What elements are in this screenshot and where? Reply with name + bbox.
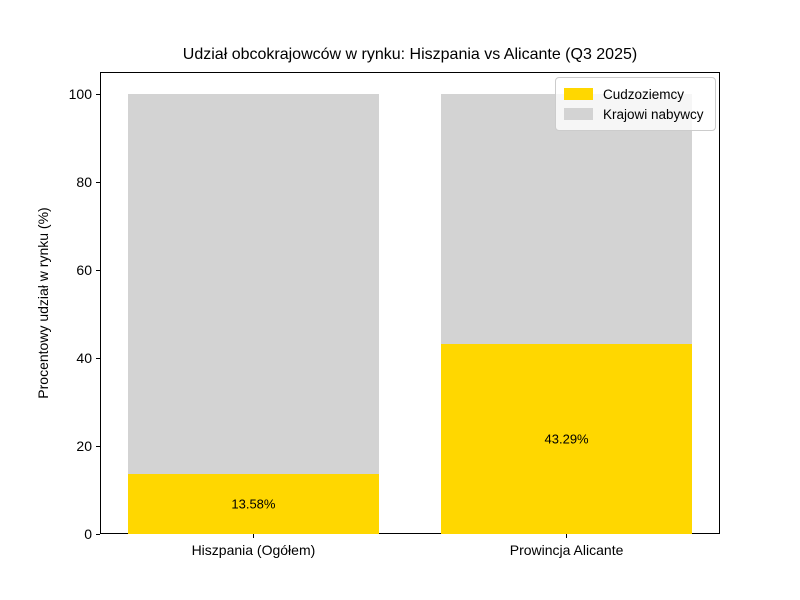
bar-segment-domestic	[128, 94, 379, 475]
y-tick-mark	[96, 269, 100, 271]
legend-label: Krajowi nabywcy	[603, 106, 704, 122]
legend-swatch-icon	[564, 108, 593, 120]
legend-item: Cudzoziemcy	[564, 84, 707, 104]
y-tick-mark	[96, 181, 100, 183]
y-tick-label: 100	[68, 86, 92, 102]
legend: Cudzoziemcy Krajowi nabywcy	[555, 77, 716, 131]
y-tick-mark	[96, 445, 100, 447]
bar-segment-foreign	[128, 474, 379, 534]
y-tick-label: 80	[76, 174, 92, 190]
y-tick-label: 40	[76, 350, 92, 366]
bar-segment-domestic	[441, 94, 692, 344]
bar-value-label: 43.29%	[544, 431, 589, 447]
bar-segment-foreign	[441, 343, 692, 534]
x-tick-mark	[252, 534, 254, 538]
y-axis-label: Procentowy udział w rynku (%)	[35, 207, 51, 399]
legend-label: Cudzoziemcy	[603, 86, 685, 102]
x-tick-mark	[566, 534, 568, 538]
y-tick-label: 20	[76, 438, 92, 454]
legend-item: Krajowi nabywcy	[564, 104, 707, 124]
y-tick-mark	[96, 533, 100, 535]
chart-title: Udział obcokrajowców w rynku: Hiszpania …	[182, 46, 638, 63]
y-tick-label: 60	[76, 262, 92, 278]
x-tick-label: Hiszpania (Ogółem)	[191, 542, 316, 558]
legend-swatch-icon	[564, 88, 593, 100]
y-tick-mark	[96, 93, 100, 95]
y-tick-mark	[96, 357, 100, 359]
y-tick-label: 0	[84, 526, 92, 542]
x-tick-label: Prowincja Alicante	[509, 542, 624, 558]
bar-value-label: 13.58%	[231, 496, 276, 512]
